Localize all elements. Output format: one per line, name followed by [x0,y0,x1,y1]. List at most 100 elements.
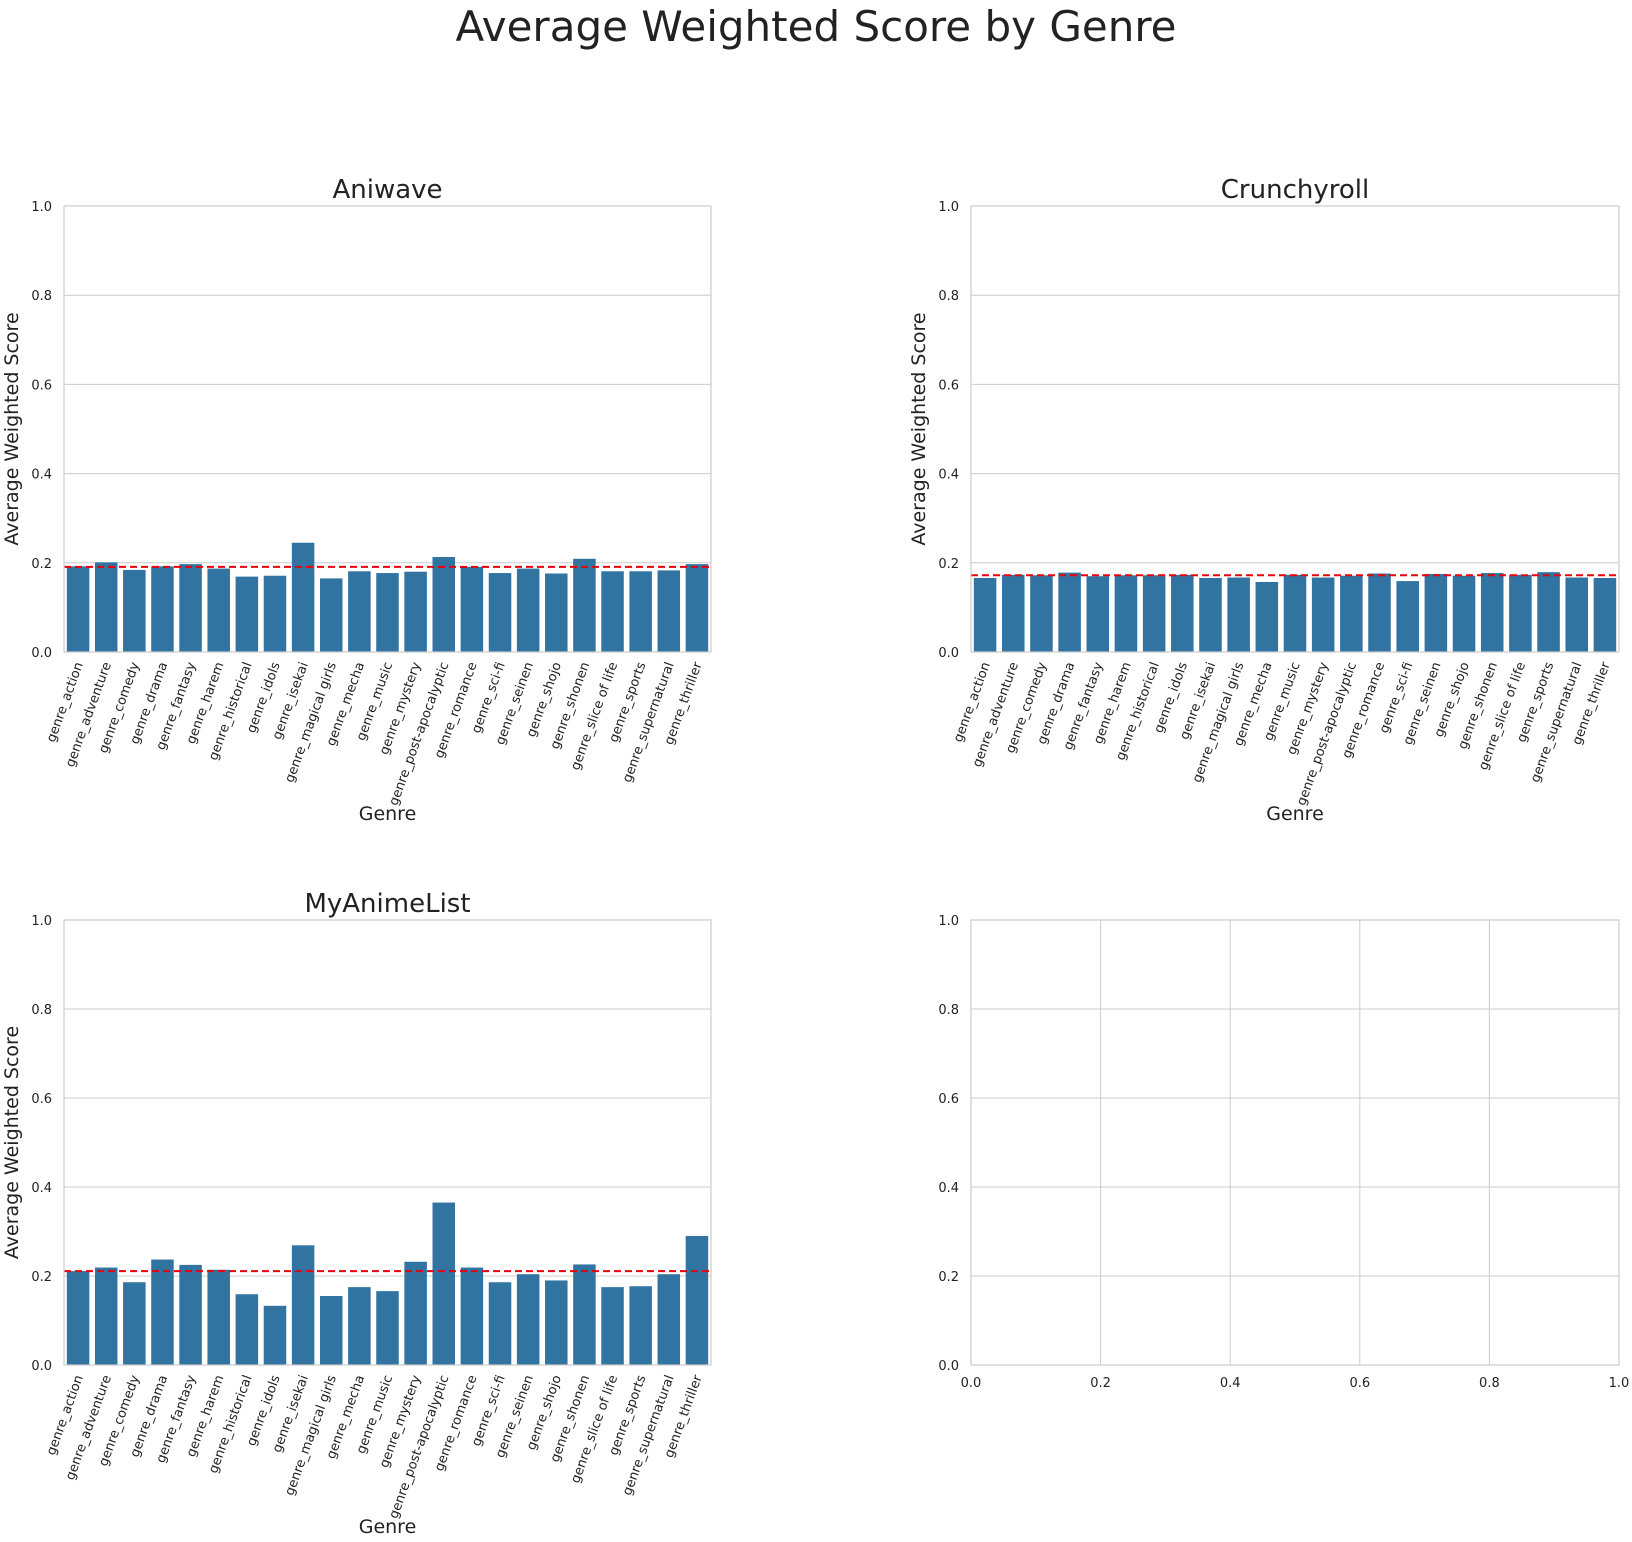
bar [151,566,174,652]
bar [516,1274,540,1365]
bar [973,577,997,652]
x-tick-label: 0.4 [1220,1376,1241,1391]
bar [319,578,343,652]
bar [488,1282,512,1365]
bar [179,564,202,652]
bar [432,1202,456,1365]
bar [235,1294,259,1365]
bar [1311,577,1335,652]
bar [291,1245,315,1365]
bar [123,569,146,652]
bar [573,558,596,652]
y-tick-label: 0.6 [31,1092,52,1107]
bar [1565,577,1589,652]
y-tick-label: 0.8 [938,1003,959,1018]
bar [207,1269,230,1365]
subplot-1: 0.00.20.40.60.81.0genre_actiongenre_adve… [1,175,712,825]
y-tick-label: 0.2 [31,1270,52,1285]
bar [601,571,624,652]
bar [235,576,259,652]
x-tick-label: 1.0 [1609,1376,1630,1391]
subplot-title: Aniwave [332,175,442,205]
y-tick-label: 0.4 [31,468,52,483]
x-tick-label: 0.2 [1090,1376,1111,1391]
bar [685,1235,709,1365]
axes-frame [970,919,1620,1366]
axes-frame [63,205,712,653]
y-tick-label: 0.2 [938,1270,959,1285]
bar [1537,572,1560,652]
y-tick-label: 0.0 [938,1359,959,1374]
y-tick-label: 0.4 [31,1181,52,1196]
bar [1058,572,1081,652]
y-tick-label: 1.0 [938,200,959,215]
axes-frame [970,205,1620,653]
bar [460,566,484,652]
bar [404,1261,427,1365]
x-tick-label: 0.8 [1479,1376,1500,1391]
bar [348,1287,371,1365]
subplot-title: MyAnimeList [304,889,470,919]
bar [629,1286,652,1365]
bar [376,1291,399,1365]
bar [263,1305,287,1365]
y-tick-label: 1.0 [938,914,959,929]
bar [1227,577,1250,652]
y-tick-label: 1.0 [31,200,52,215]
x-tick-label: 0.6 [1349,1376,1370,1391]
bar [1340,575,1363,652]
bar [263,575,287,652]
y-tick-label: 0.0 [938,646,959,661]
bar [1452,575,1476,652]
bar [1509,574,1532,652]
y-axis-label: Average Weighted Score [1,312,23,545]
bar [657,570,681,652]
y-axis-label: Average Weighted Score [908,312,930,545]
y-tick-label: 0.8 [31,1003,52,1018]
bar [1199,577,1222,652]
bar [657,1274,681,1365]
bar [179,1264,202,1365]
figure-title: Average Weighted Score by Genre [455,2,1177,51]
bar [1086,576,1110,652]
bar [1114,575,1138,652]
bar [404,571,427,652]
bar [1593,577,1617,652]
bar [545,1280,568,1365]
bar [207,568,230,652]
bar [545,573,568,652]
x-axis-label: Genre [1266,803,1324,825]
y-tick-label: 0.8 [938,289,959,304]
y-axis-label: Average Weighted Score [1,1026,23,1259]
y-tick-label: 0.4 [938,468,959,483]
bar [66,1271,90,1365]
bar [1255,581,1279,652]
bar [1001,574,1025,652]
bar [94,562,118,652]
bar [66,566,90,652]
bar [488,573,512,652]
y-tick-label: 0.6 [938,378,959,393]
y-tick-label: 0.6 [938,1092,959,1107]
subplot-title: Crunchyroll [1221,175,1369,205]
bar [348,571,371,652]
bar [573,1264,596,1365]
y-tick-label: 0.6 [31,378,52,393]
x-axis-label: Genre [359,1516,417,1538]
y-tick-label: 0.4 [938,1181,959,1196]
y-tick-label: 0.8 [31,289,52,304]
bar [151,1259,174,1365]
bar [601,1287,624,1365]
bar [629,571,652,652]
y-tick-label: 0.0 [31,646,52,661]
bar [1030,575,1053,652]
bar [376,573,399,652]
bar [432,557,456,652]
y-tick-label: 1.0 [31,914,52,929]
bar [1480,573,1504,652]
axes-frame [63,919,712,1366]
bar [1171,574,1194,652]
bar [1142,575,1166,652]
x-tick-label: 0.0 [961,1376,982,1391]
